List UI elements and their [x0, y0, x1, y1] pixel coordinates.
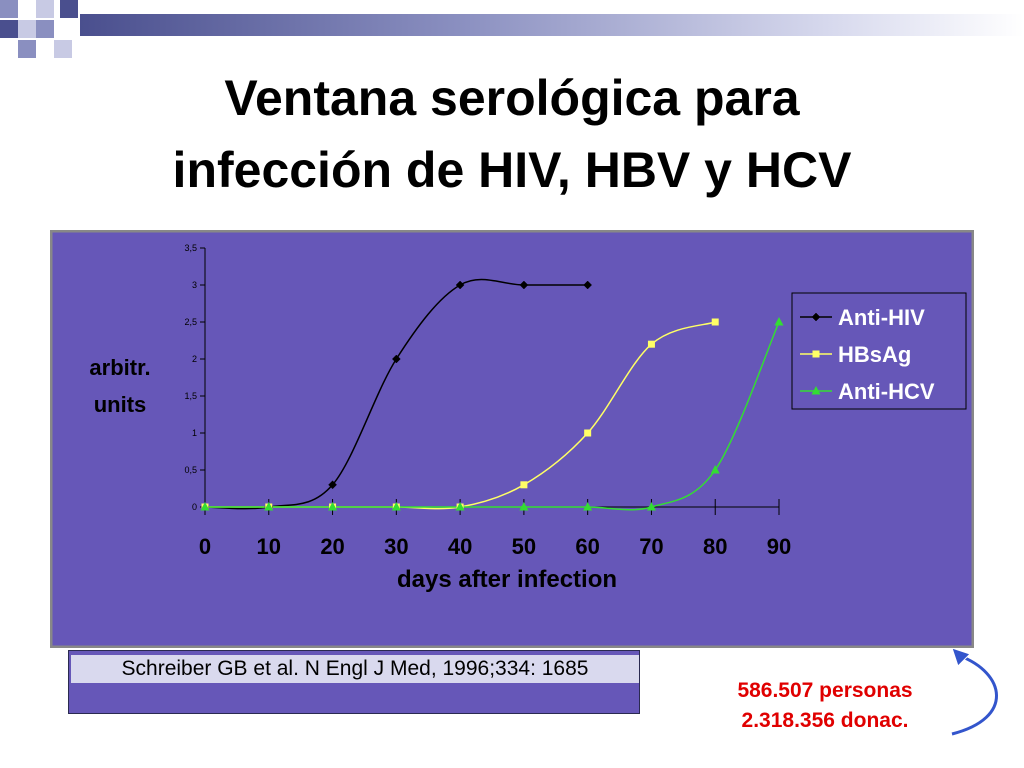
- y-axis-label-line-1: arbitr.: [89, 355, 150, 380]
- data-point-hbsag: [711, 318, 719, 326]
- data-point-anti-hiv: [583, 280, 593, 290]
- template-header-bar: [80, 14, 1024, 36]
- legend-marker-hbsag: [812, 350, 820, 358]
- data-point-anti-hiv: [391, 354, 401, 364]
- y-tick-label: 1,5: [184, 391, 197, 401]
- data-point-anti-hcv: [328, 502, 338, 511]
- curved-arrow-icon: [951, 648, 1000, 737]
- x-tick-label: 70: [639, 534, 663, 559]
- y-tick-label: 3,5: [184, 243, 197, 253]
- data-point-anti-hcv: [646, 502, 656, 511]
- y-axis-label-line-2: units: [94, 392, 147, 417]
- data-point-hbsag: [647, 340, 655, 348]
- reference-citation: Schreiber GB et al. N Engl J Med, 1996;3…: [71, 655, 639, 683]
- legend-label-anti-hiv: Anti-HIV: [838, 305, 925, 330]
- data-point-anti-hiv: [455, 280, 465, 290]
- slide-title-line-1: Ventana serológica para: [224, 70, 800, 126]
- data-point-anti-hcv: [774, 317, 784, 326]
- data-point-anti-hcv: [455, 502, 465, 511]
- data-point-anti-hcv: [264, 502, 274, 511]
- data-point-hbsag: [520, 481, 528, 489]
- slide-title-line-2: infección de HIV, HBV y HCV: [172, 142, 852, 198]
- y-tick-label: 2,5: [184, 317, 197, 327]
- y-tick-label: 1: [192, 428, 197, 438]
- x-tick-label: 10: [257, 534, 281, 559]
- y-tick-label: 2: [192, 354, 197, 364]
- x-tick-label: 90: [767, 534, 791, 559]
- data-point-anti-hiv: [328, 480, 337, 490]
- legend-marker-anti-hiv: [811, 312, 821, 322]
- x-tick-label: 50: [512, 534, 536, 559]
- data-point-hbsag: [584, 429, 592, 437]
- x-tick-label: 60: [575, 534, 599, 559]
- legend-label-anti-hcv: Anti-HCV: [838, 379, 935, 404]
- data-point-anti-hcv: [519, 502, 529, 511]
- x-axis-label: days after infection: [397, 566, 617, 593]
- x-tick-label: 30: [384, 534, 408, 559]
- legend-box: [791, 292, 967, 410]
- y-tick-label: 0,5: [184, 465, 197, 475]
- legend-marker-anti-hcv: [811, 386, 821, 395]
- x-tick-label: 80: [703, 534, 727, 559]
- persons-count: 586.507 personas: [737, 679, 913, 702]
- x-tick-label: 0: [199, 534, 211, 559]
- slide-title: Ventana serológica para infección de HIV…: [0, 62, 1024, 206]
- donations-count: 2.318.356 donac.: [741, 709, 909, 732]
- x-tick-label: 20: [320, 534, 344, 559]
- y-tick-label: 3: [192, 280, 197, 290]
- serology-chart: 0 0,5 1 1,5 2 2,5 3 3,5 0 10 20 30 40 50 60 70 80 90 Anti…: [49, 229, 975, 649]
- data-point-anti-hcv: [710, 465, 720, 474]
- data-point-anti-hcv: [583, 502, 593, 511]
- x-tick-label: 40: [448, 534, 472, 559]
- chart-container: 0 0,5 1 1,5 2 2,5 3 3,5 0 10 20 30 40 50 60 70 80 90 Anti…: [49, 229, 975, 649]
- data-point-anti-hcv: [200, 502, 210, 511]
- donation-counts: 586.507 personas 2.318.356 donac.: [700, 676, 950, 736]
- y-tick-label: 0: [192, 502, 197, 512]
- data-point-anti-hcv: [391, 502, 401, 511]
- data-point-anti-hiv: [519, 280, 529, 290]
- reference-box: Schreiber GB et al. N Engl J Med, 1996;3…: [68, 650, 640, 714]
- legend-label-hbsag: HBsAg: [838, 342, 911, 367]
